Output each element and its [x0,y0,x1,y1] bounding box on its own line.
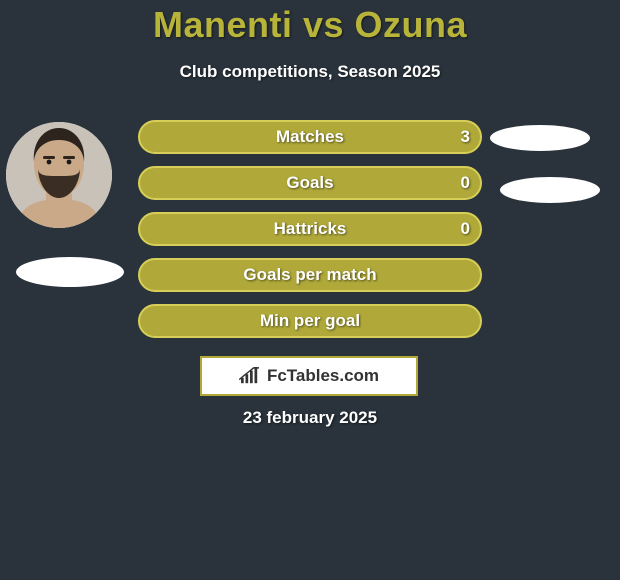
stat-right-value: 0 [461,219,470,239]
brand-box: FcTables.com [200,356,418,396]
comparison-infographic: Manenti vs Ozuna Club competitions, Seas… [0,0,620,580]
stat-row-goals: Goals 0 [138,166,482,200]
player-left-avatar [6,122,112,228]
stat-right-value: 3 [461,127,470,147]
player-left-name-pill [16,257,124,287]
page-title: Manenti vs Ozuna [0,4,620,46]
stat-label: Goals per match [243,265,376,285]
player-right-pill-1 [490,125,590,151]
brand-text: FcTables.com [267,366,379,386]
stat-label: Hattricks [274,219,347,239]
stat-label: Matches [276,127,344,147]
stat-row-goals-per-match: Goals per match [138,258,482,292]
stat-label: Goals [286,173,333,193]
subtitle: Club competitions, Season 2025 [0,62,620,82]
player-right-pill-2 [500,177,600,203]
date-text: 23 february 2025 [0,408,620,428]
stat-row-min-per-goal: Min per goal [138,304,482,338]
stat-row-matches: Matches 3 [138,120,482,154]
stat-label: Min per goal [260,311,360,331]
stat-right-value: 0 [461,173,470,193]
stat-row-hattricks: Hattricks 0 [138,212,482,246]
bar-chart-icon [239,367,261,385]
stat-rows: Matches 3 Goals 0 Hattricks 0 Goals per … [138,120,482,350]
